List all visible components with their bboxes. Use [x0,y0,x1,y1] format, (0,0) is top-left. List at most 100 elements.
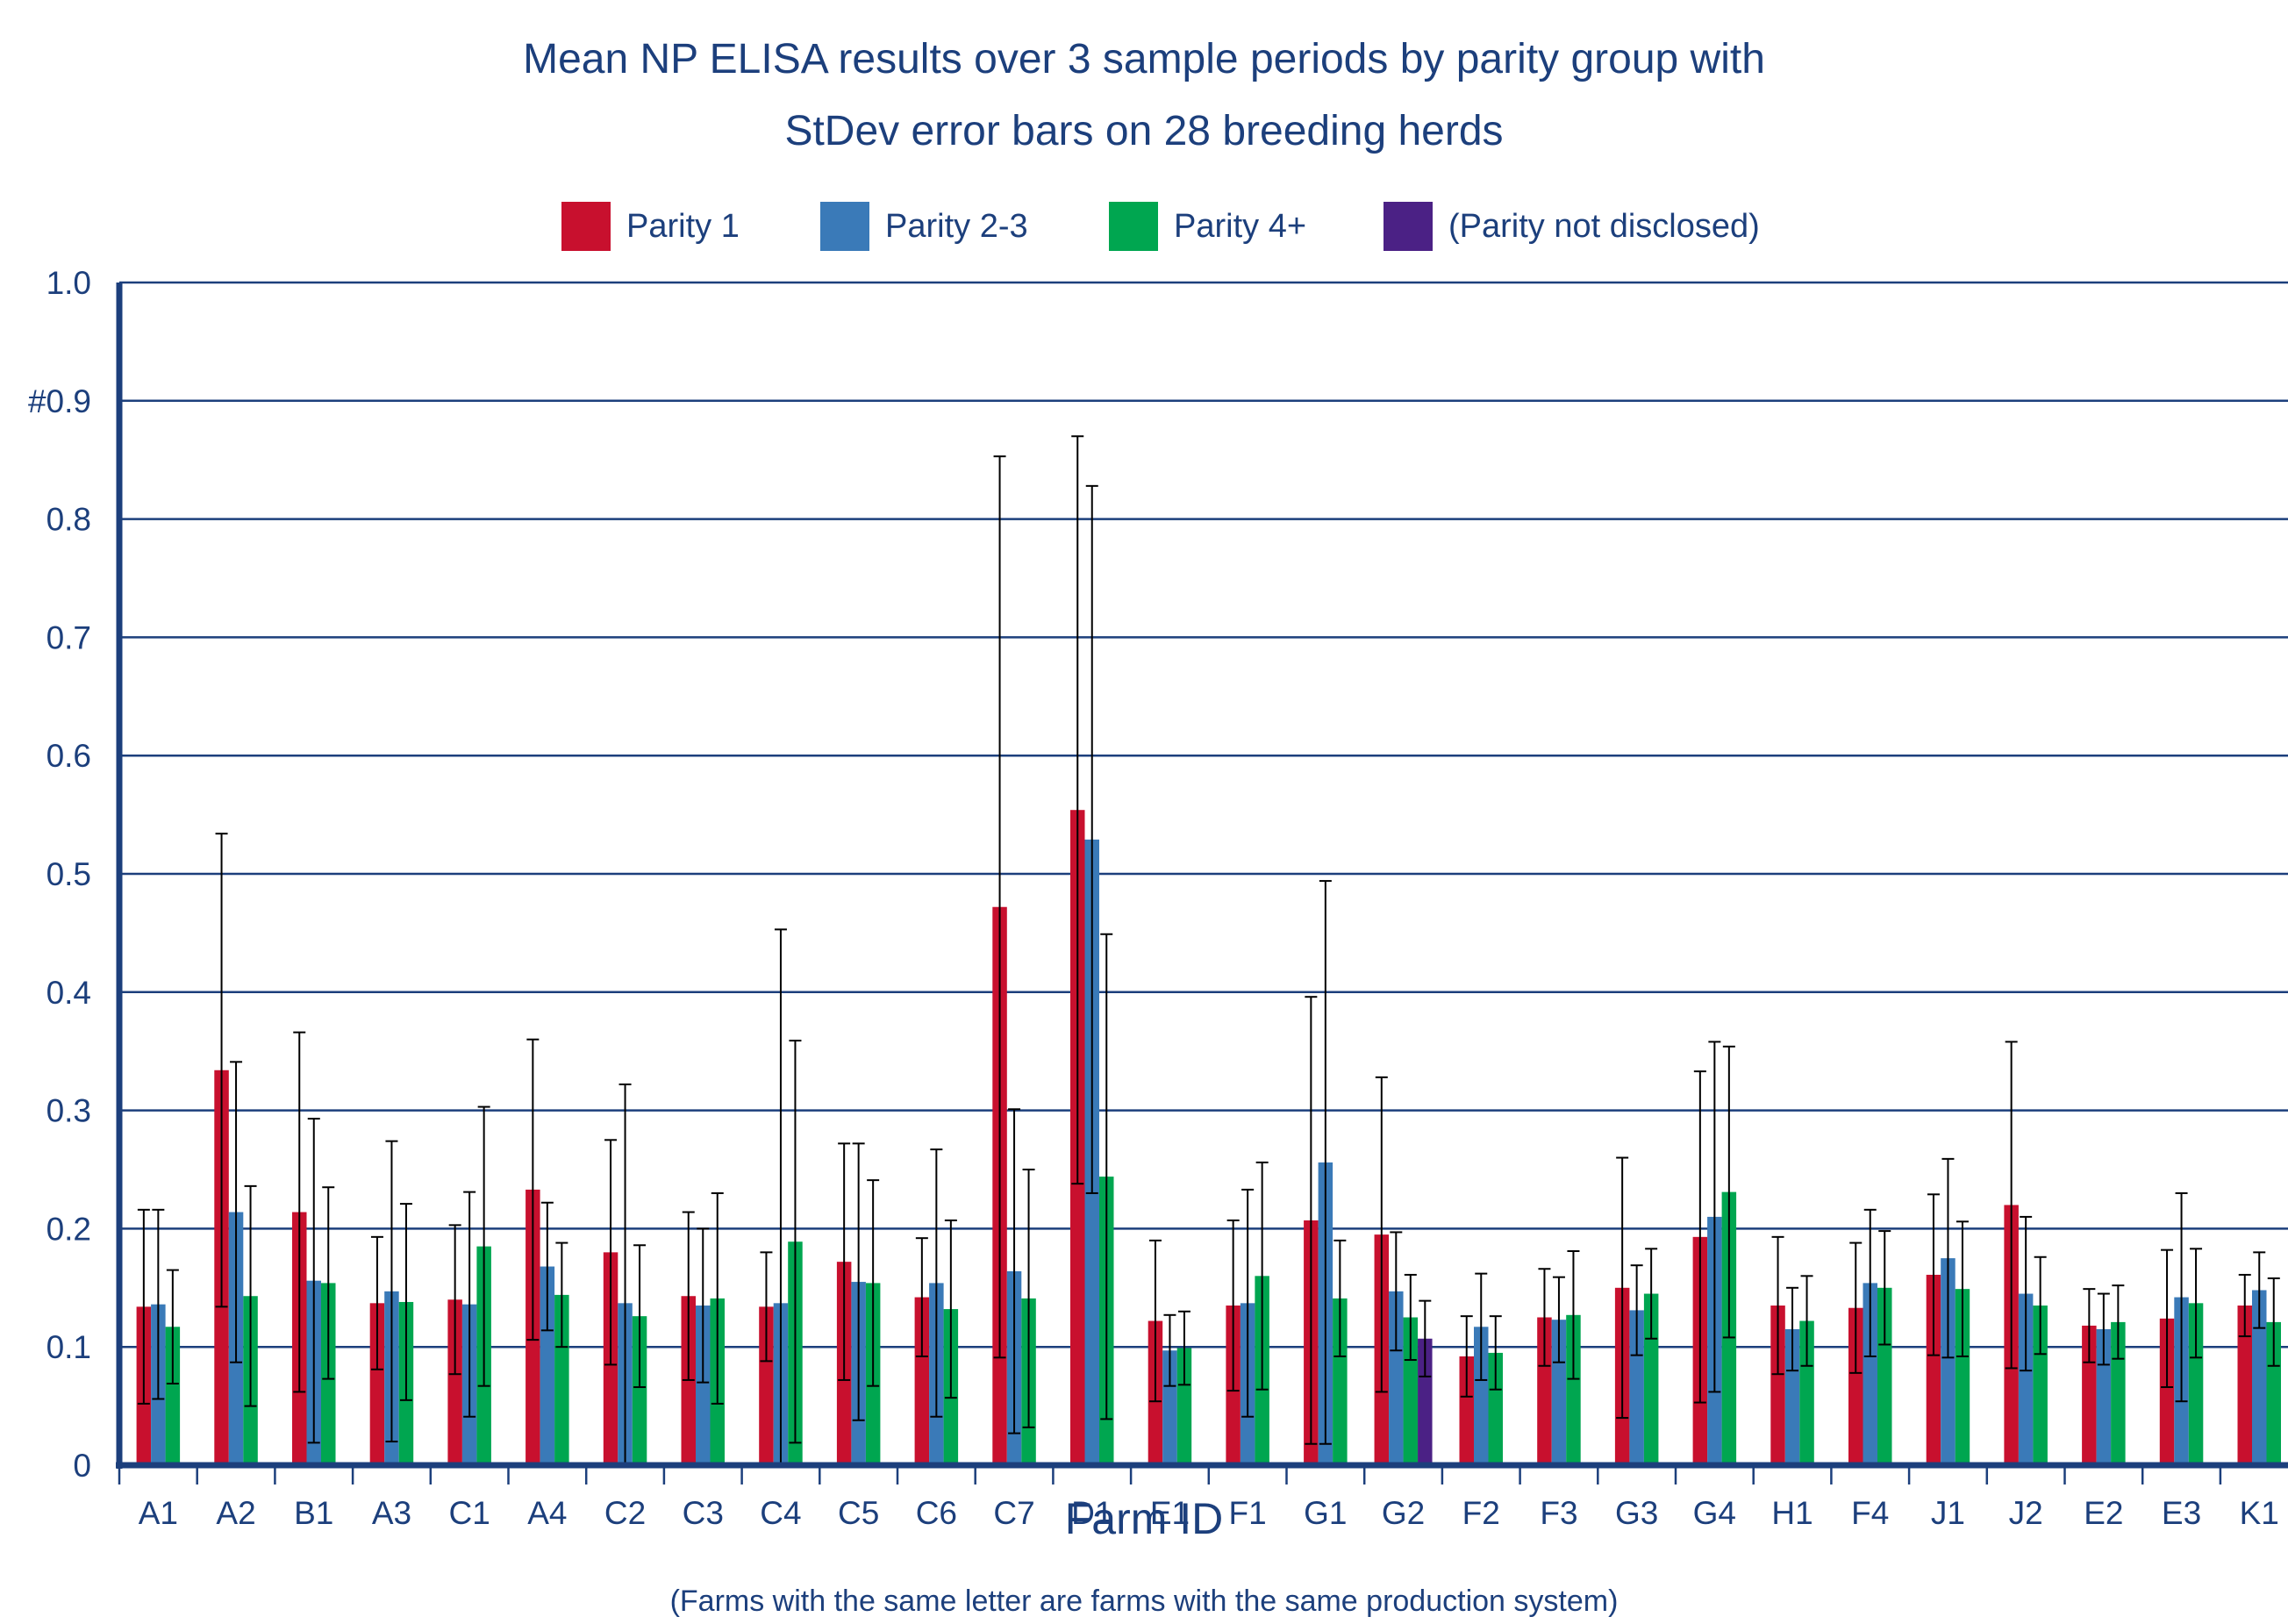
x-tick-label-e1: E1 [1150,1495,1190,1531]
legend-item-parity-2-3: Parity 2-3 [820,200,1028,253]
x-tick-label-f4: F4 [1851,1495,1889,1531]
bar-c6-series-0 [914,1297,930,1465]
x-tick-label-c4: C4 [760,1495,801,1531]
bar-f3-series-2 [1566,1314,1581,1465]
bar-e1-series-2 [1176,1348,1192,1465]
legend-item-parity-1: Parity 1 [561,200,740,253]
bar-c3-series-1 [696,1306,711,1465]
x-tick-label-c5: C5 [838,1495,879,1531]
legend-label-parity-4-plus: Parity 4+ [1174,207,1307,245]
bar-k1-series-0 [2237,1306,2252,1465]
bars [136,810,2281,1465]
bar-a3-series-0 [369,1303,385,1465]
x-tick-label-a3: A3 [372,1495,411,1531]
x-tick-label-c1: C1 [448,1495,490,1531]
bar-c2-series-2 [632,1316,647,1465]
bar-h1-series-1 [1784,1328,1800,1465]
bar-e3-series-0 [2159,1318,2175,1465]
x-axis-note: (Farms with the same letter are farms wi… [669,1585,1619,1618]
bar-g2-series-2 [1403,1317,1419,1465]
legend-swatch-parity-not-disclosed [1384,202,1433,251]
x-tick-label-c2: C2 [604,1495,646,1531]
x-tick-label-g3: G3 [1615,1495,1658,1531]
legend-label-parity-not-disclosed: (Parity not disclosed) [1448,207,1760,245]
x-tick-label-d1: D1 [1071,1495,1112,1531]
bar-f4-series-0 [1848,1307,1863,1465]
x-tick-label-h1: H1 [1771,1495,1813,1531]
grid-lines [119,281,2288,1349]
bar-f2-series-0 [1459,1356,1474,1465]
x-axis-title: Farm ID [1064,1494,1224,1543]
bar-c4-series-0 [759,1306,774,1465]
legend-label-parity-1: Parity 1 [626,207,740,245]
y-tick-label: 0.5 [46,856,91,892]
bar-a1-series-2 [165,1327,181,1465]
bar-e2-series-1 [2096,1328,2112,1465]
y-tick-label: 0.3 [46,1093,91,1129]
legend-swatch-parity-1 [561,202,611,251]
x-tick-label-g1: G1 [1304,1495,1347,1531]
y-tick-label: 0 [73,1448,91,1484]
bar-g2-series-3 [1418,1338,1433,1465]
bar-e3-series-2 [2188,1303,2204,1465]
bar-f4-series-2 [1877,1287,1892,1465]
y-tick-label: 0.1 [46,1329,91,1365]
x-tick-label-g2: G2 [1382,1495,1425,1531]
x-tick-label-a2: A2 [216,1495,255,1531]
bar-g1-series-2 [1333,1298,1348,1465]
bar-j1-series-1 [1941,1258,1956,1465]
x-tick-label-j1: J1 [1931,1495,1965,1531]
bar-j2-series-1 [2018,1293,2034,1465]
bar-e2-series-2 [2111,1321,2126,1465]
y-tick-label: 0.8 [46,502,91,538]
legend-label-parity-2-3: Parity 2-3 [885,207,1028,245]
bar-j2-series-2 [2033,1306,2048,1465]
bar-j1-series-0 [1926,1274,1941,1465]
y-tick-label: #0.9 [28,383,91,419]
bar-f3-series-0 [1537,1317,1552,1465]
y-tick-label: 0.2 [46,1211,91,1247]
x-tick-label-c3: C3 [683,1495,724,1531]
x-tick-label-a1: A1 [139,1495,178,1531]
axes [116,283,2288,1484]
chart-title-line-1: Mean NP ELISA results over 3 sample peri… [523,36,1765,82]
bar-f3-series-1 [1551,1320,1567,1465]
bar-c1-series-0 [447,1299,462,1465]
tick-labels: 0 0.1 0.2 0.3 0.4 0.5 0.6 0.7 0.8 #0.9 1.0 A1 A2 B1 A3… [28,265,2279,1531]
bar-e1-series-1 [1162,1350,1177,1465]
x-tick-label-f2: F2 [1462,1495,1500,1531]
bar-j1-series-2 [1955,1289,1970,1465]
bar-a4-series-1 [540,1266,555,1465]
bar-e2-series-0 [2082,1325,2097,1465]
bar-f2-series-2 [1488,1352,1503,1465]
bar-g3-series-1 [1629,1310,1644,1465]
bar-h1-series-0 [1770,1306,1785,1465]
x-tick-label-g4: G4 [1693,1495,1736,1531]
legend-item-parity-not-disclosed: (Parity not disclosed) [1384,200,1760,253]
x-tick-label-j2: J2 [2009,1495,2043,1531]
legend-swatch-parity-4-plus [1109,202,1158,251]
x-tick-label-b1: B1 [294,1495,333,1531]
x-tick-label-c7: C7 [993,1495,1034,1531]
y-tick-label: 1.0 [46,265,91,301]
bar-a4-series-2 [554,1294,569,1465]
bar-g2-series-1 [1389,1291,1404,1465]
chart-title-line-2: StDev error bars on 28 breeding herds [784,108,1504,154]
legend-item-parity-4-plus: Parity 4+ [1109,200,1306,253]
bar-h1-series-2 [1799,1320,1814,1465]
x-tick-label-a4: A4 [527,1495,567,1531]
x-tick-label-e2: E2 [2084,1495,2123,1531]
bar-k1-series-2 [2266,1321,2281,1465]
bar-f4-series-1 [1863,1283,1877,1465]
legend-swatch-parity-2-3 [820,202,869,251]
x-tick-label-c6: C6 [916,1495,957,1531]
y-tick-label: 0.7 [46,619,91,655]
y-tick-label: 0.6 [46,738,91,774]
x-tick-label-f1: F1 [1229,1495,1267,1531]
error-bars [137,435,2280,1466]
bar-g3-series-2 [1643,1293,1659,1465]
x-tick-label-e3: E3 [2162,1495,2201,1531]
bar-f2-series-1 [1474,1327,1489,1465]
legend: Parity 1 Parity 2-3 Parity 4+ (Parity no… [0,200,2288,253]
